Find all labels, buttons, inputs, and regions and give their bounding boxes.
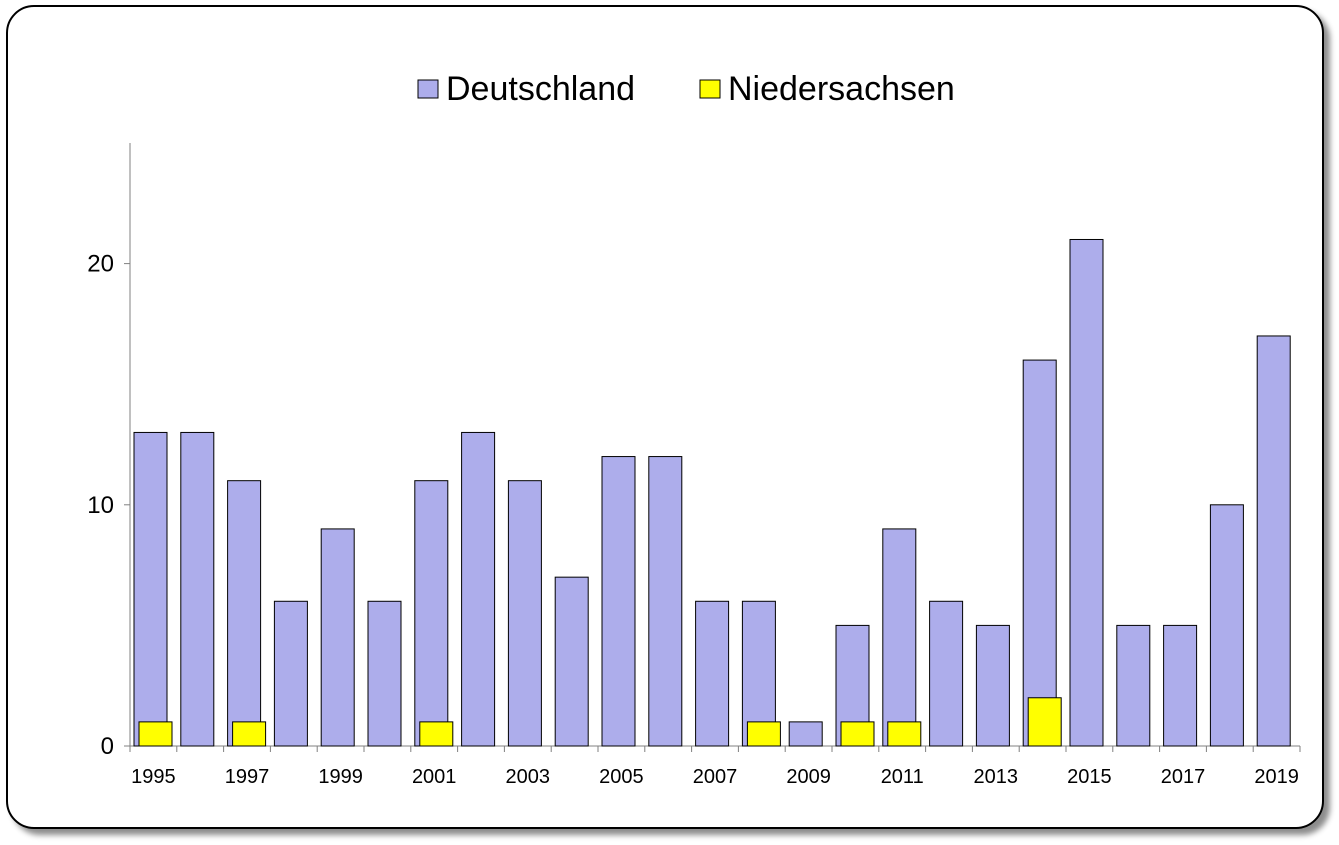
bar-deutschland-1998 (273, 600, 308, 747)
bar-deutschland-2015 (1069, 238, 1104, 747)
x-tick-label: 1999 (318, 766, 363, 788)
x-tick-label: 2015 (1067, 766, 1112, 788)
x-tick-label: 2007 (693, 766, 738, 788)
bar-deutschland-1997 (227, 480, 262, 747)
x-tick-label: 1997 (225, 766, 270, 788)
y-axis-labels: 0 10 20 (87, 251, 114, 760)
bar-niedersachsen-1995 (138, 721, 173, 747)
x-tick-label: 2013 (974, 766, 1019, 788)
x-tick-label: 2003 (506, 766, 551, 788)
bar-deutschland-2012 (929, 600, 964, 747)
legend-swatch-deutschland (417, 79, 439, 99)
x-tick-label: 1995 (131, 766, 176, 788)
bar-niedersachsen-2014 (1027, 697, 1062, 747)
bar-deutschland-2003 (507, 480, 542, 747)
bar-deutschland-1999 (320, 528, 355, 747)
bar-deutschland-2005 (601, 456, 636, 747)
bar-deutschland-2000 (367, 600, 402, 747)
bar-niedersachsen-2010 (840, 721, 875, 747)
bar-deutschland-2016 (1116, 624, 1151, 747)
bar-niedersachsen-2008 (746, 721, 781, 747)
bar-deutschland-2009 (788, 721, 823, 747)
x-tick-label: 2017 (1161, 766, 1206, 788)
x-tick-label: 2011 (881, 766, 924, 788)
bar-deutschland-2011 (882, 528, 917, 747)
x-tick-label: 2019 (1254, 766, 1299, 788)
y-tick-label: 20 (87, 251, 114, 278)
bar-deutschland-2019 (1256, 335, 1291, 747)
bar-niedersachsen-2011 (887, 721, 922, 747)
legend-swatch-niedersachsen (699, 79, 721, 99)
legend: Deutschland Niedersachsen (417, 70, 955, 108)
bar-deutschland-1996 (180, 431, 215, 747)
y-tick-label: 10 (87, 492, 114, 519)
bar-niedersachsen-2001 (419, 721, 454, 747)
bar-deutschland-2017 (1163, 624, 1198, 747)
bar-deutschland-2007 (695, 600, 730, 747)
bar-niedersachsen-1997 (232, 721, 267, 747)
bars (133, 238, 1291, 747)
bar-deutschland-2001 (414, 480, 449, 747)
legend-label-deutschland: Deutschland (446, 70, 635, 108)
bar-deutschland-1995 (133, 431, 168, 747)
bar-deutschland-2013 (975, 624, 1010, 747)
bar-deutschland-2002 (461, 431, 496, 747)
bar-deutschland-2006 (648, 456, 683, 747)
bar-deutschland-2014 (1022, 359, 1057, 747)
bar-deutschland-2018 (1209, 504, 1244, 747)
bar-deutschland-2004 (554, 576, 589, 747)
x-tick-label: 2005 (599, 766, 644, 788)
y-tick-label: 0 (101, 733, 114, 760)
legend-label-niedersachsen: Niedersachsen (728, 70, 955, 108)
x-tick-label: 2001 (412, 766, 457, 788)
x-tick-label: 2009 (786, 766, 831, 788)
x-axis-labels: 1995 1997 1999 2001 2003 2005 2007 2009 2011 2013… (131, 766, 1299, 788)
